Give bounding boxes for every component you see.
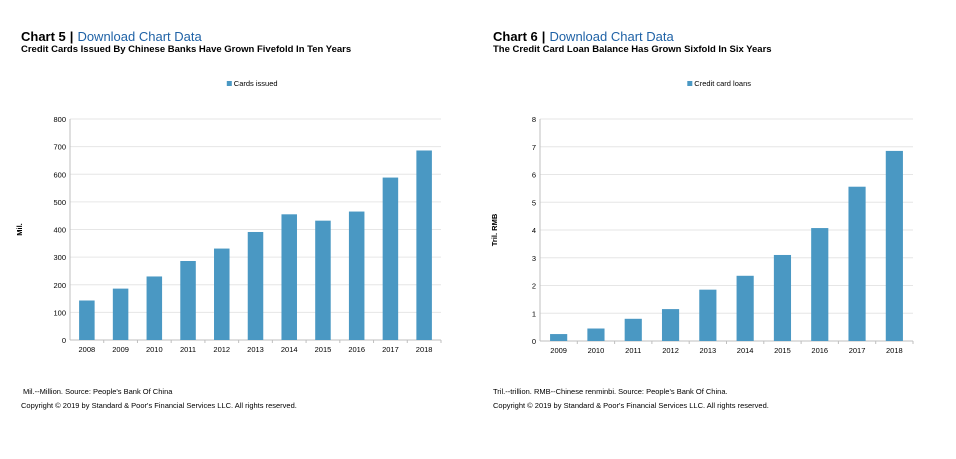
bar-2016 (811, 228, 829, 341)
y-tick-label: 500 (53, 198, 66, 207)
y-tick-label: 2 (532, 282, 536, 291)
x-tick-label: 2009 (550, 346, 567, 355)
bar-2011 (180, 260, 196, 340)
bar-2013 (247, 231, 264, 340)
bar-2010 (146, 276, 163, 340)
x-tick-label: 2018 (416, 345, 433, 354)
chart-5-footnote: Mil.--Million. Source: People's Bank Of … (23, 387, 173, 396)
y-tick-label: 1 (532, 309, 536, 318)
y-axis-title: Tril. RMB (490, 213, 499, 246)
bar-2017 (382, 177, 399, 340)
chart-5-download-link[interactable]: Download Chart Data (77, 29, 202, 44)
y-tick-label: 100 (53, 308, 66, 317)
chart-5-header: Chart 5 | Download Chart Data (21, 29, 202, 44)
x-tick-label: 2011 (180, 345, 196, 354)
bar-2009 (550, 334, 568, 341)
chart-6-label: Chart 6 (493, 29, 538, 44)
x-tick-label: 2009 (112, 345, 129, 354)
x-tick-label: 2014 (737, 346, 754, 355)
bar-2015 (315, 220, 331, 340)
bar-2018 (885, 150, 903, 341)
x-tick-label: 2013 (247, 345, 264, 354)
x-tick-label: 2016 (348, 345, 365, 354)
y-tick-label: 800 (53, 115, 66, 124)
bar-2013 (699, 289, 717, 341)
bar-2018 (416, 150, 432, 340)
bar-2012 (661, 309, 680, 341)
y-tick-label: 5 (532, 198, 536, 207)
y-tick-label: 700 (53, 143, 66, 152)
y-axis-title: Mil. (15, 223, 24, 236)
chart-5-label: Chart 5 (21, 29, 66, 44)
x-tick-label: 2011 (625, 346, 641, 355)
bar-2010 (587, 328, 605, 341)
bar-2014 (281, 214, 297, 340)
bar-2017 (848, 186, 866, 341)
bar-2009 (112, 288, 129, 340)
chart-5-title: Credit Cards Issued By Chinese Banks Hav… (21, 44, 352, 55)
chart-6-plot: 0 1 2 3 4 5 6 7 8 Tril. RMB Credit card loans 2009 2… (490, 79, 914, 355)
x-tick-label: 2008 (79, 345, 96, 354)
y-tick-label: 200 (53, 281, 66, 290)
bar-2015 (773, 254, 792, 341)
legend-swatch (687, 81, 693, 86)
chart-6-download-link[interactable]: Download Chart Data (549, 29, 674, 44)
x-tick-label: 2012 (213, 345, 230, 354)
y-tick-label: 300 (53, 253, 66, 262)
x-tick-label: 2017 (849, 346, 866, 355)
chart-5-plot: 0 100 200 300 400 500 600 700 800 Mil. Cards issue… (15, 79, 442, 354)
header-separator: | (69, 29, 74, 44)
chart-6-header: Chart 6 | Download Chart Data (493, 29, 674, 44)
x-tick-label: 2012 (662, 346, 679, 355)
chart-6-copyright: Copyright © 2019 by Standard & Poor's Fi… (493, 401, 769, 410)
chart-6-title: The Credit Card Loan Balance Has Grown S… (493, 44, 772, 55)
chart-6-footnote: Tril.--trillion. RMB--Chinese renminbi. … (493, 387, 728, 396)
x-tick-label: 2010 (146, 345, 163, 354)
y-tick-label: 0 (532, 337, 536, 346)
bar-2016 (348, 211, 365, 340)
x-tick-label: 2015 (774, 346, 791, 355)
bar-2011 (624, 318, 642, 341)
x-tick-label: 2010 (588, 346, 605, 355)
x-tick-label: 2018 (886, 346, 903, 355)
x-tick-label: 2013 (700, 346, 717, 355)
y-tick-label: 6 (532, 171, 536, 180)
y-tick-label: 7 (532, 143, 536, 152)
y-tick-label: 400 (53, 226, 66, 235)
y-tick-label: 3 (532, 254, 536, 263)
legend-label: Credit card loans (694, 79, 751, 88)
y-tick-label: 0 (62, 336, 66, 345)
chart-5-copyright: Copyright © 2019 by Standard & Poor's Fi… (21, 401, 297, 410)
y-tick-label: 600 (53, 170, 66, 179)
header-separator: | (541, 29, 546, 44)
legend-label: Cards issued (234, 79, 278, 88)
x-tick-label: 2015 (315, 345, 332, 354)
legend-swatch (226, 81, 232, 86)
chart-5-panel: Chart 5 | Download Chart Data Credit Cards… (15, 29, 442, 410)
chart-6-panel: Chart 6 | Download Chart Data The Credit C… (478, 0, 956, 459)
x-tick-label: 2014 (281, 345, 298, 354)
y-tick-label: 8 (532, 115, 536, 124)
bar-2008 (79, 300, 95, 340)
x-tick-label: 2017 (382, 345, 399, 354)
x-tick-label: 2016 (811, 346, 828, 355)
bar-2014 (736, 275, 754, 341)
y-tick-label: 4 (532, 226, 536, 235)
bar-2012 (214, 248, 230, 340)
